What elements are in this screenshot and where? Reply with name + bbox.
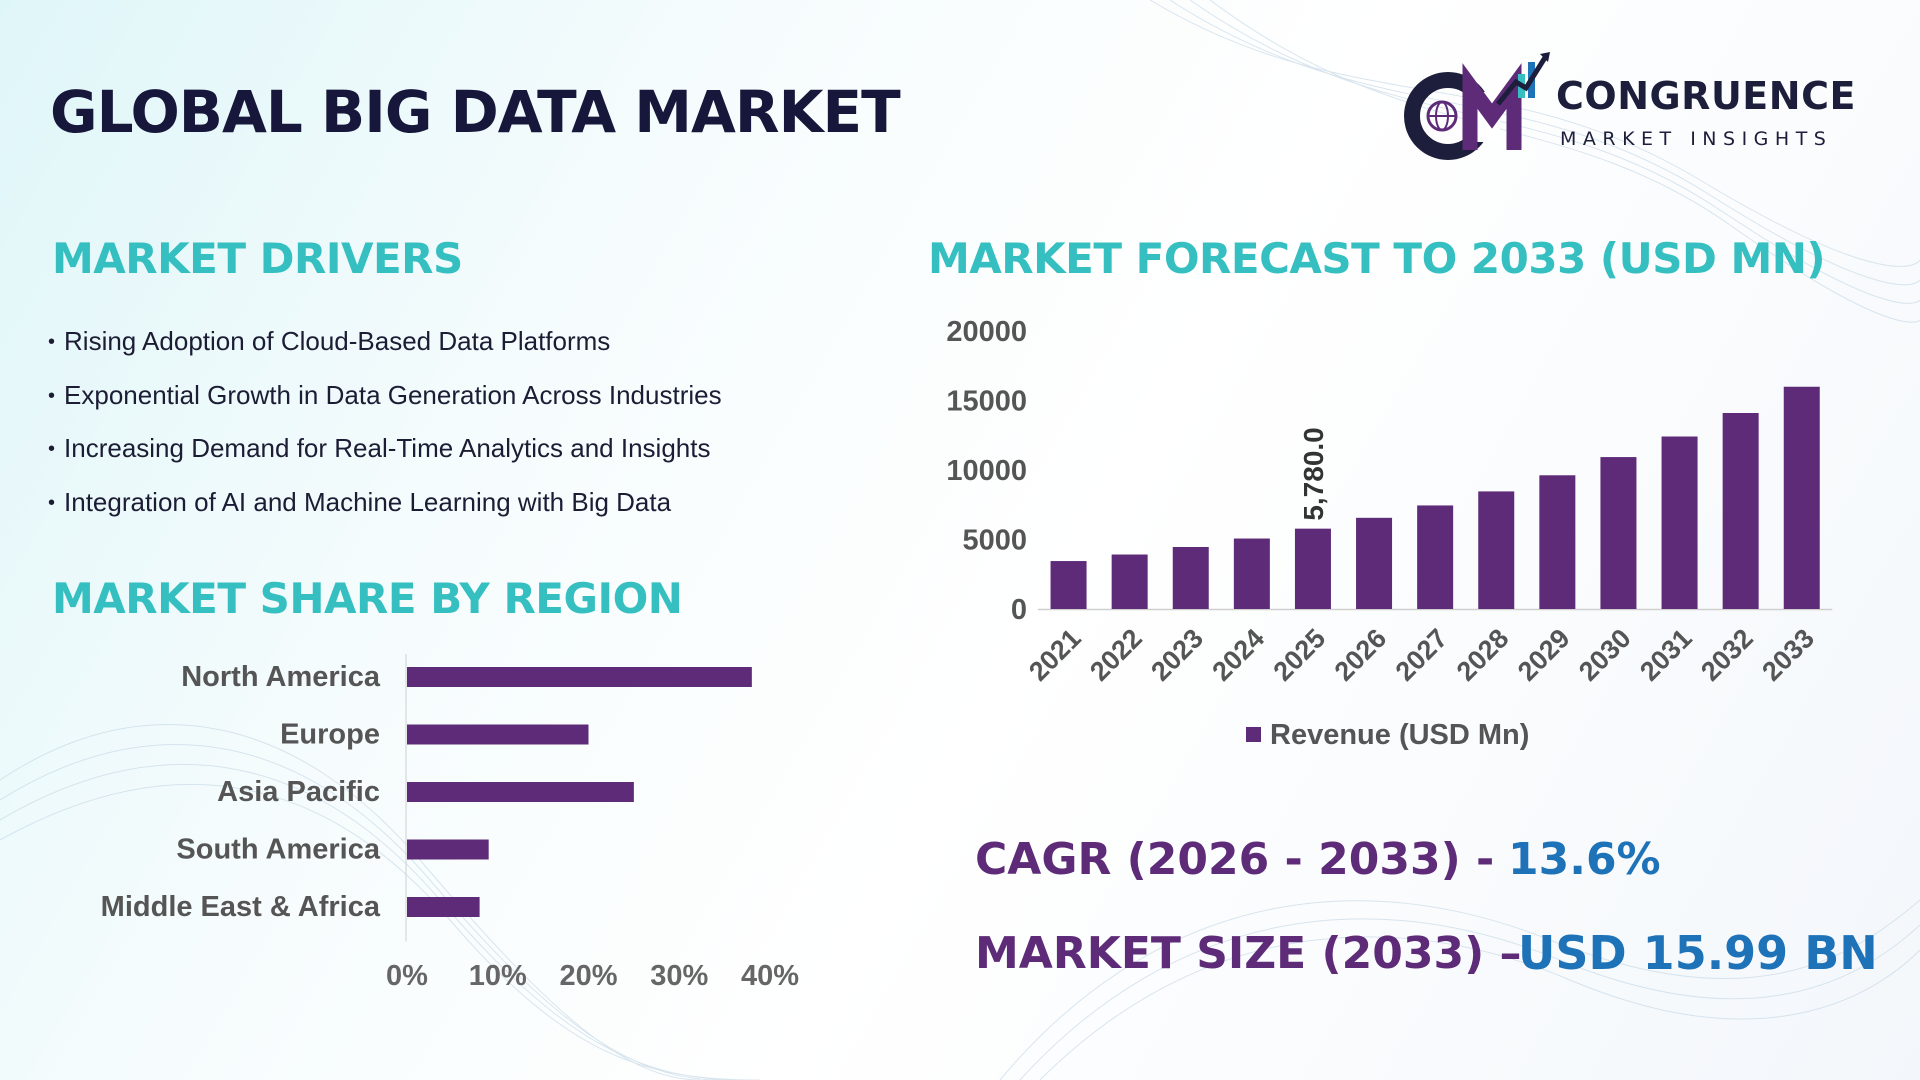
forecast-category-label: 2030	[1573, 623, 1637, 687]
drivers-list: Rising Adoption of Cloud-Based Data Plat…	[48, 326, 722, 540]
forecast-category-label: 2031	[1634, 623, 1698, 687]
forecast-tick-label: 10000	[946, 455, 1027, 487]
region-category-label: Asia Pacific	[217, 776, 380, 808]
region-bar	[407, 897, 480, 917]
logo-mark	[1404, 52, 1550, 160]
forecast-category-label: 2026	[1329, 623, 1393, 687]
forecast-category-label: 2033	[1756, 623, 1820, 687]
forecast-category-label: 2027	[1390, 623, 1454, 687]
forecast-category-label: 2029	[1512, 623, 1576, 687]
region-category-label: South America	[176, 834, 380, 866]
region-tick-label: 40%	[741, 960, 799, 992]
forecast-category-label: 2032	[1695, 623, 1759, 687]
driver-item: Integration of AI and Machine Learning w…	[48, 487, 722, 541]
forecast-bar	[1722, 413, 1759, 609]
region-tick-label: 20%	[559, 960, 617, 992]
forecast-category-label: 2025	[1267, 623, 1331, 687]
forecast-bar	[1783, 386, 1820, 609]
page-title: GLOBAL BIG DATA MARKET	[50, 78, 901, 146]
region-bar	[407, 782, 634, 802]
forecast-bar	[1356, 517, 1393, 609]
forecast-bar	[1294, 528, 1331, 609]
forecast-tick-label: 5000	[962, 525, 1027, 557]
cagr-value: 13.6%	[1508, 834, 1661, 885]
forecast-bar	[1539, 475, 1576, 609]
legend-label: Revenue (USD Mn)	[1270, 719, 1529, 751]
market-size-value: USD 15.99 BN	[1518, 926, 1878, 980]
region-category-label: Middle East & Africa	[101, 891, 381, 923]
logo-tagline: MARKET INSIGHTS	[1560, 128, 1833, 150]
region-bar	[407, 724, 589, 745]
market-size-label: MARKET SIZE (2033) –	[975, 928, 1522, 979]
company-logo: CONGRUENCE MARKET INSIGHTS	[1400, 52, 1880, 162]
forecast-title: MARKET FORECAST TO 2033 (USD MN)	[928, 234, 1826, 283]
region-tick-label: 0%	[386, 960, 428, 992]
forecast-category-label: 2024	[1206, 623, 1270, 687]
cagr-label: CAGR (2026 - 2033) -	[975, 834, 1495, 885]
forecast-tick-label: 15000	[946, 386, 1027, 418]
legend-swatch	[1246, 727, 1261, 742]
region-tick-label: 10%	[469, 960, 527, 992]
forecast-category-label: 2023	[1145, 623, 1209, 687]
region-tick-label: 30%	[650, 960, 708, 992]
forecast-tick-label: 0	[1011, 594, 1027, 626]
forecast-tick-label: 20000	[946, 316, 1027, 348]
driver-item: Exponential Growth in Data Generation Ac…	[48, 380, 722, 434]
region-bar	[407, 839, 489, 860]
region-bar	[407, 667, 752, 687]
logo-name: CONGRUENCE	[1556, 74, 1856, 118]
forecast-bar	[1661, 436, 1698, 609]
forecast-data-label: 5,780.0	[1298, 427, 1329, 520]
forecast-category-label: 2021	[1023, 623, 1087, 687]
driver-item: Increasing Demand for Real-Time Analytic…	[48, 433, 722, 487]
drivers-title: MARKET DRIVERS	[52, 234, 463, 283]
region-category-label: North America	[181, 661, 381, 693]
forecast-bar	[1478, 491, 1515, 609]
forecast-bar	[1417, 505, 1454, 609]
forecast-category-label: 2028	[1451, 623, 1515, 687]
forecast-bar	[1172, 547, 1209, 609]
region-title: MARKET SHARE BY REGION	[52, 574, 683, 623]
forecast-bar	[1233, 538, 1270, 609]
forecast-bar	[1050, 561, 1087, 609]
forecast-category-label: 2022	[1084, 623, 1148, 687]
forecast-bar	[1600, 457, 1637, 609]
driver-item: Rising Adoption of Cloud-Based Data Plat…	[48, 326, 722, 380]
forecast-bar	[1111, 554, 1148, 609]
region-category-label: Europe	[280, 719, 380, 751]
